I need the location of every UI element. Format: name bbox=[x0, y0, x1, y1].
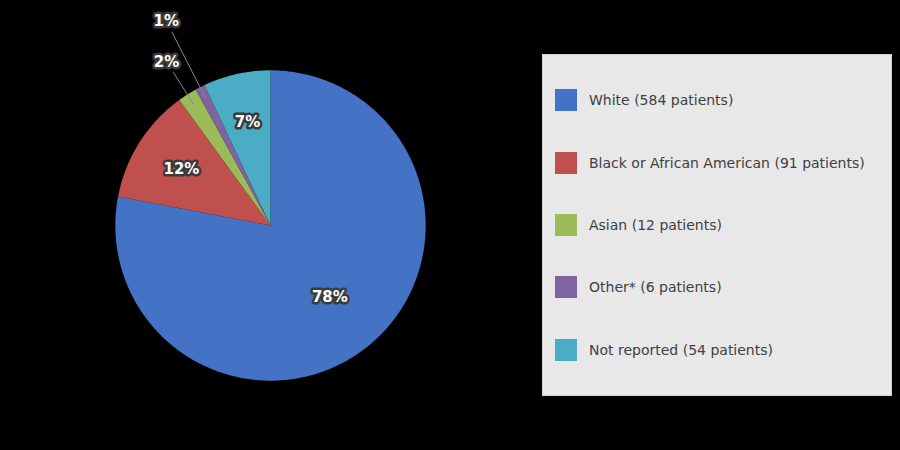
html-text:Black or African American (91: Black or African American (91 patients) bbox=[589, 154, 865, 171]
svg-text:2%: 2% bbox=[154, 53, 179, 71]
html-text:Other* (6 patients): Other* (6 patients) bbox=[589, 279, 722, 296]
svg-text:7%: 7% bbox=[235, 113, 260, 131]
svg-text:12%: 12% bbox=[163, 160, 199, 178]
html-text:White (584 patients): White (584 patients) bbox=[589, 92, 734, 109]
svg-text:1%: 1% bbox=[154, 12, 179, 30]
html-text:Asian (12 patients): Asian (12 patients) bbox=[589, 217, 722, 233]
svg-text:78%: 78% bbox=[312, 288, 348, 306]
html-text:Not reported (54 patients): Not reported (54 patients) bbox=[589, 341, 773, 358]
